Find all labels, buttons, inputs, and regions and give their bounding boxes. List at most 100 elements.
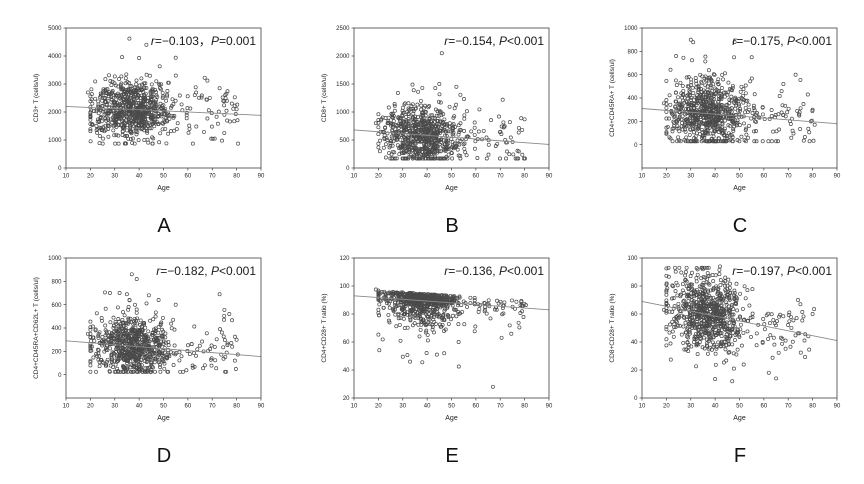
svg-text:40: 40 xyxy=(424,404,431,410)
svg-text:50: 50 xyxy=(448,174,455,180)
svg-text:100: 100 xyxy=(339,284,350,290)
scatter-points xyxy=(373,51,527,161)
svg-text:3000: 3000 xyxy=(48,82,62,88)
svg-text:90: 90 xyxy=(258,174,265,180)
svg-text:90: 90 xyxy=(258,404,265,410)
svg-text:30: 30 xyxy=(111,174,118,180)
svg-text:70: 70 xyxy=(209,404,216,410)
svg-text:60: 60 xyxy=(631,312,638,318)
svg-text:40: 40 xyxy=(424,174,431,180)
panel-e: 10 20 30 40 50 60 70 80 90 20 40 60 80 100 120 Age CD4+C… xyxy=(288,242,576,484)
svg-text:60: 60 xyxy=(473,404,480,410)
scatter-plot-b: 10 20 30 40 50 60 70 80 90 0 500 1000 1500 2000 2500 Ag… xyxy=(321,26,553,192)
axis-label-y: CD3+ T (cells/ul) xyxy=(33,74,40,122)
trend-line xyxy=(65,340,262,358)
svg-text:1000: 1000 xyxy=(48,138,62,144)
scatter-points xyxy=(85,36,241,146)
svg-text:40: 40 xyxy=(343,368,350,374)
svg-text:1000: 1000 xyxy=(48,256,62,262)
svg-text:1500: 1500 xyxy=(336,82,350,88)
svg-text:80: 80 xyxy=(521,174,528,180)
scatter-plot-c: 10 20 30 40 50 60 70 80 90 0 200 400 600 800 1000 Age CD… xyxy=(609,26,841,192)
panel-c: 10 20 30 40 50 60 70 80 90 0 200 400 600 800 1000 Age CD… xyxy=(576,0,864,242)
svg-text:10: 10 xyxy=(639,404,646,410)
x-axis-ticks: 10 20 30 40 50 60 70 80 90 xyxy=(639,168,841,180)
svg-text:4000: 4000 xyxy=(48,54,62,60)
svg-text:400: 400 xyxy=(51,326,62,332)
svg-text:70: 70 xyxy=(785,404,792,410)
svg-text:2000: 2000 xyxy=(48,110,62,116)
svg-text:70: 70 xyxy=(785,174,792,180)
svg-text:40: 40 xyxy=(712,404,719,410)
panel-letter-e: E xyxy=(445,445,459,467)
svg-text:90: 90 xyxy=(834,404,841,410)
svg-text:800: 800 xyxy=(627,50,638,56)
svg-text:0: 0 xyxy=(634,396,638,402)
svg-text:50: 50 xyxy=(160,404,167,410)
axis-label-y: CD4+CD45RA+ T (cells/ul) xyxy=(609,59,616,137)
axis-label-x: Age xyxy=(445,415,458,422)
axis-label-x: Age xyxy=(733,415,746,422)
svg-text:2500: 2500 xyxy=(336,26,350,32)
svg-text:20: 20 xyxy=(375,404,382,410)
svg-text:60: 60 xyxy=(473,174,480,180)
y-axis-ticks: 0 20 40 60 80 100 xyxy=(627,256,642,402)
svg-text:90: 90 xyxy=(546,404,553,410)
correlation-annotation: r=−0.136, P<0.001 xyxy=(444,264,544,278)
svg-text:20: 20 xyxy=(375,174,382,180)
y-axis-ticks: 0 200 400 600 800 1000 xyxy=(48,256,66,379)
plot-box xyxy=(353,257,550,399)
svg-text:60: 60 xyxy=(343,340,350,346)
x-axis-ticks: 10 20 30 40 50 60 70 80 90 xyxy=(639,398,841,410)
svg-text:5000: 5000 xyxy=(48,26,62,32)
svg-text:20: 20 xyxy=(631,368,638,374)
svg-text:400: 400 xyxy=(627,96,638,102)
correlation-annotation: r=−0.182, P<0.001 xyxy=(156,264,256,278)
svg-text:80: 80 xyxy=(809,404,816,410)
svg-text:10: 10 xyxy=(639,174,646,180)
axis-label-y: CD4+CD45RA+CD62L+ T (cells/ul) xyxy=(33,277,40,379)
trend-line xyxy=(65,105,262,116)
svg-text:50: 50 xyxy=(736,404,743,410)
trend-line xyxy=(353,295,550,311)
scatter-points xyxy=(661,264,817,384)
svg-text:0: 0 xyxy=(58,373,62,379)
svg-text:30: 30 xyxy=(111,404,118,410)
panel-letter-a: A xyxy=(157,215,171,237)
svg-text:500: 500 xyxy=(339,138,350,144)
axis-label-x: Age xyxy=(445,185,458,192)
svg-text:60: 60 xyxy=(185,174,192,180)
svg-text:70: 70 xyxy=(209,174,216,180)
scatter-plot-d: 10 20 30 40 50 60 70 80 90 0 200 400 600 800 1000 Age CD… xyxy=(33,256,265,422)
scatter-plot-e: 10 20 30 40 50 60 70 80 9020406080100120AgeCD4+C… xyxy=(321,256,553,422)
svg-text:0: 0 xyxy=(58,166,62,172)
svg-text:50: 50 xyxy=(736,174,743,180)
svg-text:100: 100 xyxy=(627,256,638,262)
svg-text:20: 20 xyxy=(343,396,350,402)
axis-label-x: Age xyxy=(733,185,746,192)
svg-text:120: 120 xyxy=(339,256,350,262)
panel-b: 10 20 30 40 50 60 70 80 90 0 500 1000 1500 2000 2500 Ag… xyxy=(288,0,576,242)
svg-text:10: 10 xyxy=(351,404,358,410)
panel-letter-d: D xyxy=(156,445,172,467)
trend-line xyxy=(353,129,550,145)
svg-text:20: 20 xyxy=(87,174,94,180)
axis-label-y: CD8+ T (cells/ul) xyxy=(321,74,328,122)
panel-f: 10 20 30 40 50 60 70 80 90 0 20 40 60 80 100 Age CD8+CD2… xyxy=(576,242,864,484)
svg-text:90: 90 xyxy=(546,174,553,180)
svg-text:80: 80 xyxy=(521,404,528,410)
svg-text:90: 90 xyxy=(834,174,841,180)
correlation-annotation: r=−0.197, P<0.001 xyxy=(732,264,832,278)
plot-box xyxy=(641,27,838,169)
x-axis-ticks: 10 20 30 40 50 60 70 80 90 xyxy=(351,168,553,180)
svg-text:50: 50 xyxy=(448,404,455,410)
panel-letter-f: F xyxy=(733,445,747,467)
svg-text:50: 50 xyxy=(160,174,167,180)
svg-text:80: 80 xyxy=(631,284,638,290)
svg-text:10: 10 xyxy=(63,404,70,410)
x-axis-ticks: 10 20 30 40 50 60 70 80 90 xyxy=(63,168,265,180)
svg-text:20: 20 xyxy=(87,404,94,410)
svg-text:30: 30 xyxy=(687,404,694,410)
svg-text:0: 0 xyxy=(634,143,638,149)
